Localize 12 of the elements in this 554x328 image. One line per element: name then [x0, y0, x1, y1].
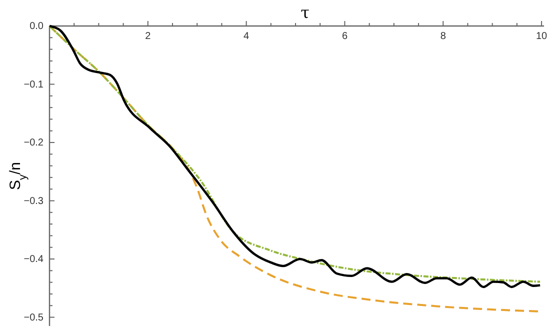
x-tick-label: 8	[440, 31, 446, 42]
y-tick-label: −0.2	[24, 138, 44, 149]
x-tick-label: 2	[145, 31, 152, 42]
y-tick-label: −0.5	[24, 312, 44, 324]
y-tick-label: 0.0	[30, 21, 44, 32]
x-axis-title: τ	[300, 3, 310, 22]
y-tick-label: −0.3	[24, 196, 44, 207]
x-tick-label: 4	[244, 31, 250, 42]
y-tick-label: −0.1	[24, 79, 44, 90]
y-tick-label: −0.4	[24, 254, 44, 266]
x-tick-label: 10	[536, 31, 548, 42]
x-tick-label: 6	[342, 31, 348, 42]
